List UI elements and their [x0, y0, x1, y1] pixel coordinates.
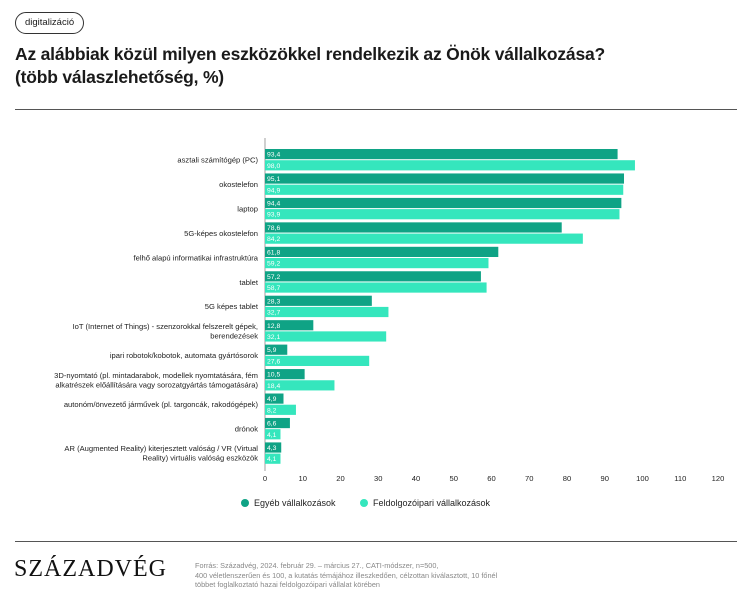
bottom-divider	[15, 541, 737, 542]
bar-series-1-4	[265, 222, 562, 233]
x-tick-label-60: 60	[487, 474, 495, 483]
data-label-series-1-5: 61,8	[267, 249, 280, 256]
category-label-7: 5G képes tablet	[205, 302, 259, 311]
data-label-series-2-12: 4,1	[267, 432, 277, 439]
x-tick-label-100: 100	[636, 474, 649, 483]
bar-series-2-5	[265, 258, 489, 269]
data-label-series-1-7: 28,3	[267, 298, 280, 305]
bar-series-1-9	[265, 344, 288, 355]
data-label-series-2-1: 98,0	[267, 163, 280, 170]
category-label-3: laptop	[237, 204, 258, 213]
bar-series-1-12	[265, 417, 290, 429]
bar-series-2-2	[265, 184, 624, 195]
data-label-series-2-9: 27,6	[267, 358, 280, 365]
data-label-series-1-3: 94,4	[267, 201, 280, 208]
x-tick-label-0: 0	[263, 474, 267, 483]
data-label-series-1-13: 4,3	[267, 445, 277, 452]
data-label-series-2-6: 58,7	[267, 285, 280, 292]
category-label-1: asztali számítógép (PC)	[177, 156, 258, 165]
x-tick-label-110: 110	[674, 474, 686, 483]
category-label-10-line-2: alkatrészek előállítására vagy sorozatgy…	[55, 380, 258, 389]
bar-series-1-8	[265, 320, 314, 331]
source-note: Forrás: Századvég, 2024. február 29. – m…	[195, 561, 615, 590]
source-line-1: Forrás: Századvég, 2024. február 29. – m…	[195, 561, 439, 570]
bar-series-2-13	[265, 453, 281, 464]
data-label-series-1-10: 10,5	[267, 372, 280, 379]
bar-series-1-3	[265, 197, 622, 209]
category-label-2: okostelefon	[219, 180, 258, 189]
bar-series-2-1	[265, 160, 635, 171]
chart-title: Az alábbiak közül milyen eszközökkel ren…	[15, 43, 735, 89]
category-label-11: autonóm/önvezető járművek (pl. targoncák…	[64, 400, 259, 409]
bar-series-1-5	[265, 246, 499, 257]
category-label-4: 5G-képes okostelefon	[184, 229, 258, 238]
x-tick-label-50: 50	[450, 474, 458, 483]
bar-series-1-7	[265, 295, 372, 306]
legend-item-series-2: Feldolgozóipari vállalkozások	[360, 497, 490, 509]
bar-series-1-2	[265, 173, 625, 184]
bar-series-2-3	[265, 209, 620, 220]
x-tick-label-90: 90	[601, 474, 609, 483]
legend-label-series-1: Egyéb vállalkozások	[254, 498, 336, 508]
x-tick-label-120: 120	[712, 474, 725, 483]
data-label-series-2-5: 59,2	[267, 261, 280, 268]
x-tick-label-10: 10	[299, 474, 307, 483]
legend-item-series-1: Egyéb vállalkozások	[241, 497, 336, 509]
source-line-3: többet foglalkoztató hazai feldolgozóipa…	[195, 580, 380, 589]
bar-series-1-6	[265, 271, 481, 282]
category-label-8-line-2: berendezések	[210, 331, 258, 340]
bar-series-1-1	[265, 149, 618, 160]
category-label-5: felhő alapú informatikai infrastruktúra	[133, 253, 258, 262]
data-label-series-1-12: 6,6	[267, 421, 277, 428]
data-label-series-2-13: 4,1	[267, 456, 277, 463]
bar-series-1-11	[265, 393, 284, 404]
category-label-13-line-2: Reality) virtuális valóság eszközök	[142, 454, 258, 463]
x-tick-label-20: 20	[336, 474, 344, 483]
category-label-12: drónok	[235, 424, 258, 433]
bar-series-2-11	[265, 404, 296, 415]
data-label-series-2-8: 32,1	[267, 334, 280, 341]
data-label-series-1-1: 93,4	[267, 152, 280, 159]
data-label-series-2-2: 94,9	[267, 187, 280, 194]
bar-series-2-7	[265, 306, 389, 318]
bar-series-2-4	[265, 233, 583, 244]
legend-swatch-series-2	[360, 499, 368, 507]
x-tick-label-80: 80	[563, 474, 571, 483]
data-label-series-1-8: 12,8	[267, 323, 280, 330]
title-line-1: Az alábbiak közül milyen eszközökkel ren…	[15, 44, 605, 64]
bar-series-1-10	[265, 369, 305, 380]
bar-series-2-9	[265, 355, 370, 366]
data-label-series-1-11: 4,9	[267, 396, 277, 403]
bar-series-2-6	[265, 282, 487, 293]
category-label-10-line-1: 3D-nyomtató (pl. mintadarabok, modellek …	[54, 371, 258, 380]
data-label-series-1-4: 78,6	[267, 225, 280, 232]
data-label-series-1-2: 95,1	[267, 176, 280, 183]
bar-series-1-13	[265, 442, 282, 453]
top-divider	[15, 109, 737, 110]
legend-swatch-series-1	[241, 499, 249, 507]
data-label-series-1-6: 57,2	[267, 274, 280, 281]
title-line-2: (több válaszlehetőség, %)	[15, 67, 224, 87]
x-tick-label-40: 40	[412, 474, 420, 483]
bar-series-2-12	[265, 429, 281, 440]
topic-tag: digitalizáció	[15, 12, 85, 34]
data-label-series-2-7: 32,7	[267, 310, 280, 317]
data-label-series-1-9: 5,9	[267, 347, 277, 354]
legend-label-series-2: Feldolgozóipari vállalkozások	[373, 498, 491, 508]
source-line-2: 400 véletlenszerűen és 100, a kutatás té…	[195, 570, 498, 580]
category-label-9: ipari robotok/kobotok, automata gyártóso…	[110, 351, 258, 360]
category-label-6: tablet	[239, 278, 258, 287]
bar-series-2-8	[265, 331, 387, 342]
data-label-series-2-10: 18,4	[267, 383, 280, 390]
x-tick-label-70: 70	[525, 474, 533, 483]
data-label-series-2-4: 84,2	[267, 236, 280, 243]
bar-series-2-10	[265, 380, 335, 391]
category-label-13-line-1: AR (Augmented Reality) kiterjesztett val…	[64, 444, 258, 453]
category-label-8-line-1: IoT (Internet of Things) - szenzorokkal …	[73, 322, 258, 331]
x-tick-label-30: 30	[374, 474, 382, 483]
data-label-series-2-3: 93,9	[267, 212, 280, 219]
data-label-series-2-11: 8,2	[267, 407, 277, 414]
brand-logo: SZÁZADVÉG	[14, 556, 167, 582]
